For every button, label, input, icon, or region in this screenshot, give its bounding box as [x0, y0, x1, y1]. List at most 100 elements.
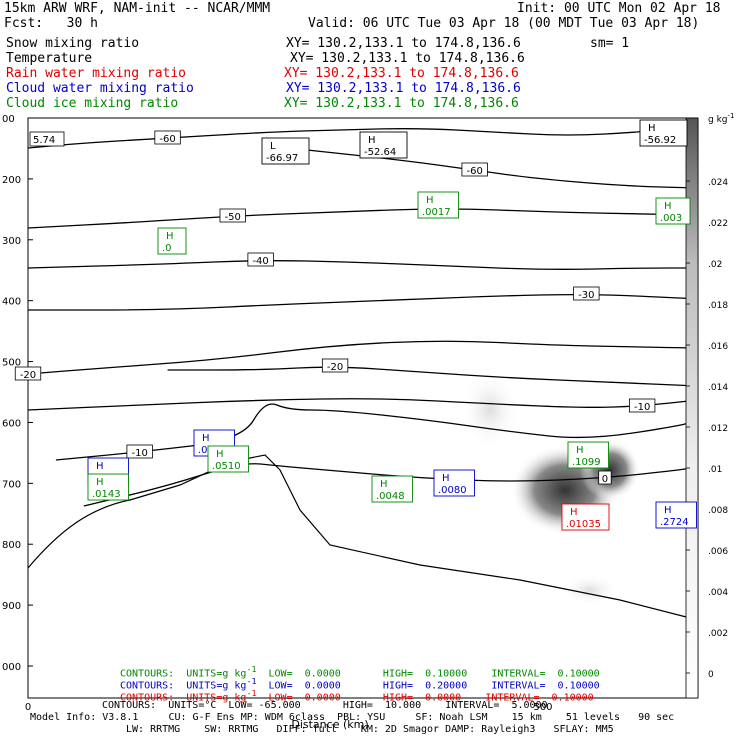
contour-label: 0	[598, 470, 612, 485]
contour-info-rain: CONTOURS: UNITS=g kg-1 LOW= 0.0000 HIGH=…	[120, 688, 594, 704]
extremum-high: H-56.92	[639, 119, 688, 147]
svg-text:H: H	[216, 449, 224, 460]
extremum-high: H-52.64	[359, 131, 408, 159]
extremum-high: H.003	[655, 197, 691, 225]
svg-text:-40: -40	[252, 256, 268, 267]
contour-line	[55, 403, 699, 461]
svg-text:H: H	[368, 135, 376, 146]
svg-text:-30: -30	[578, 290, 594, 301]
extremum-high: H.0	[157, 227, 187, 255]
field-label-cloud-water: Cloud water mixing ratio	[6, 81, 194, 96]
svg-text:H: H	[576, 445, 584, 456]
svg-text:H: H	[648, 123, 656, 134]
extremum-low: L-66.97	[261, 137, 310, 165]
extremum-high: H.2724	[655, 501, 697, 529]
svg-text:.0143: .0143	[92, 489, 121, 500]
svg-text:-66.97: -66.97	[266, 153, 298, 164]
colorbar-tick-label: .012	[708, 424, 728, 434]
x-tick-label: 500	[533, 702, 552, 713]
field-xy-cloud-water: XY= 130.2,133.1 to 174.8,136.6	[286, 81, 521, 96]
terrain-profile	[27, 454, 699, 621]
svg-text:-56.92: -56.92	[644, 135, 676, 146]
colorbar-tick-label: .008	[708, 506, 728, 516]
contour-line	[27, 125, 699, 149]
y-tick-label: 700	[2, 479, 21, 490]
colorbar-tick-label: .014	[708, 383, 728, 393]
model-info-physics: LW: RRTMG SW: RRTMG DIFF: full KM: 2D Sm…	[126, 724, 614, 735]
svg-text:-52.64: -52.64	[364, 147, 396, 158]
extremum-high: H.0143	[87, 473, 129, 501]
svg-text:.0080: .0080	[438, 485, 467, 496]
colorbar-tick-label: .02	[708, 260, 722, 270]
svg-text:-20: -20	[327, 362, 343, 373]
snow-shading	[460, 370, 640, 605]
svg-text:H: H	[202, 433, 210, 444]
x-axis-label: Distance (km)	[291, 718, 368, 731]
svg-text:H: H	[96, 461, 104, 472]
svg-text:H: H	[96, 477, 104, 488]
svg-text:H: H	[426, 195, 434, 206]
y-tick-label: 500	[2, 358, 21, 369]
svg-text:L: L	[270, 141, 276, 152]
colorbar-tick-label: 0	[708, 670, 714, 680]
forecast-hour: Fcst: 30 h	[4, 16, 98, 31]
svg-text:H: H	[664, 505, 672, 516]
extremum-value: 5.74	[29, 131, 65, 147]
y-tick-label: 400	[2, 297, 21, 308]
x-axis-ticks: 0 500	[25, 702, 553, 713]
contour-line	[27, 398, 699, 411]
colorbar-tick-label: .018	[708, 301, 728, 311]
extremum-high: H.0017	[417, 191, 459, 219]
contour-label: -10	[126, 444, 153, 459]
svg-text:0: 0	[602, 474, 608, 485]
model-title: 15km ARW WRF, NAM-init -- NCAR/MMM	[4, 1, 271, 16]
contour-line	[27, 260, 698, 270]
contour-line	[27, 340, 699, 375]
svg-text:-20: -20	[20, 370, 36, 381]
y-tick-label: 200	[2, 175, 21, 186]
contour-info-temperature: CONTOURS: UNITS=°C LOW= -65.000 HIGH= 10…	[102, 700, 548, 711]
svg-text:.0510: .0510	[212, 461, 241, 472]
extremum-high: H.0048	[371, 475, 413, 503]
extremum-high: H.0080	[433, 469, 475, 497]
extremum-high: H.01035	[561, 503, 610, 531]
temperature-contours	[27, 125, 699, 507]
svg-text:-10: -10	[634, 402, 650, 413]
extremum-high: H.1099	[567, 441, 609, 469]
svg-text:-50: -50	[225, 212, 241, 223]
svg-text:H: H	[166, 231, 174, 242]
svg-text:H: H	[380, 479, 388, 490]
colorbar-tick-label: .024	[708, 178, 728, 188]
y-tick-label: 600	[2, 418, 21, 429]
y-tick-label: 00	[2, 114, 15, 125]
extremum-high: H.0510	[207, 445, 249, 473]
field-xy-rain: XY= 130.2,133.1 to 174.8,136.6	[284, 66, 519, 81]
svg-text:H: H	[570, 507, 578, 518]
contour-info-ice: CONTOURS: UNITS=g kg-1 LOW= 0.0000 HIGH=…	[120, 664, 600, 680]
svg-text:.003: .003	[660, 213, 682, 224]
colorbar-tick-label: .004	[708, 588, 728, 598]
field-xy-snow: XY= 130.2,133.1 to 174.8,136.6	[286, 36, 521, 51]
svg-text:-60: -60	[159, 134, 175, 145]
extrema-labels: 5.74L-66.97H-52.64H-56.92H.0017H.003H.0H…	[29, 119, 697, 531]
y-tick-label: 300	[2, 236, 21, 247]
colorbar-tick-label: .022	[708, 219, 728, 229]
svg-text:.0: .0	[162, 243, 172, 254]
y-axis-ticks: 00 200 300 400 500 600 700 800 900 000	[2, 114, 33, 673]
contour-label: -60	[461, 162, 488, 177]
contour-labels: -60 -60 -50 -40 -30 -20 -20 -10 -10 0	[14, 130, 656, 485]
field-label-rain: Rain water mixing ratio	[6, 66, 187, 81]
contour-label: -50	[219, 208, 246, 223]
svg-text:-60: -60	[466, 166, 482, 177]
plot-frame	[27, 117, 699, 699]
svg-text:5.74: 5.74	[33, 135, 55, 146]
colorbar-tick-label: .006	[708, 547, 728, 557]
contour-line	[167, 366, 699, 387]
field-label-cloud-ice: Cloud ice mixing ratio	[6, 96, 179, 111]
svg-text:H: H	[664, 201, 672, 212]
svg-text:-10: -10	[131, 448, 147, 459]
x-tick-label: 0	[25, 702, 31, 713]
contour-label: -30	[573, 286, 600, 301]
contour-line	[27, 208, 699, 229]
